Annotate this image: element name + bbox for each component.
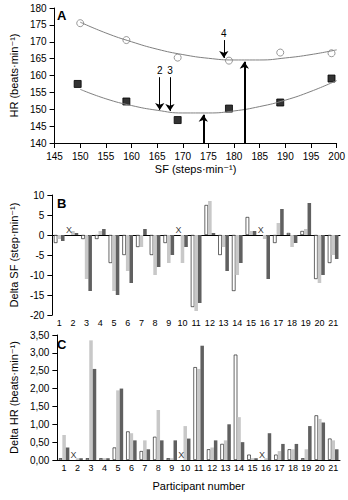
svg-text:17: 17 — [274, 463, 284, 473]
svg-text:16: 16 — [260, 318, 270, 328]
svg-text:A: A — [57, 8, 67, 23]
svg-text:170: 170 — [30, 36, 47, 47]
svg-text:9: 9 — [166, 318, 171, 328]
svg-text:4: 4 — [221, 28, 227, 39]
svg-text:4: 4 — [98, 318, 103, 328]
svg-text:Participant number: Participant number — [153, 480, 246, 492]
svg-text:185: 185 — [251, 151, 268, 162]
svg-text:180: 180 — [226, 151, 243, 162]
svg-text:-5: -5 — [35, 250, 44, 261]
svg-text:145: 145 — [46, 151, 63, 162]
svg-text:190: 190 — [277, 151, 294, 162]
svg-text:155: 155 — [30, 87, 47, 98]
svg-text:3: 3 — [89, 463, 94, 473]
svg-text:18: 18 — [288, 463, 298, 473]
svg-text:7: 7 — [142, 463, 147, 473]
svg-text:Delta HR (beats·min⁻¹): Delta HR (beats·min⁻¹) — [8, 341, 20, 454]
svg-text:0: 0 — [39, 230, 45, 241]
svg-text:12: 12 — [207, 463, 217, 473]
svg-text:140: 140 — [30, 138, 47, 149]
svg-text:SF (steps·min⁻¹): SF (steps·min⁻¹) — [155, 163, 237, 175]
svg-text:-20: -20 — [30, 310, 45, 321]
svg-text:15: 15 — [246, 318, 256, 328]
svg-text:16: 16 — [261, 463, 271, 473]
svg-text:2,00: 2,00 — [30, 383, 50, 394]
svg-text:-15: -15 — [30, 290, 45, 301]
svg-text:14: 14 — [232, 318, 242, 328]
svg-text:145: 145 — [30, 121, 47, 132]
svg-text:17: 17 — [273, 318, 283, 328]
svg-text:X: X — [71, 450, 77, 460]
svg-text:-10: -10 — [30, 270, 45, 281]
svg-text:X: X — [258, 225, 264, 235]
svg-text:1: 1 — [62, 463, 67, 473]
svg-text:7: 7 — [139, 318, 144, 328]
svg-text:11: 11 — [192, 318, 201, 328]
svg-text:21: 21 — [328, 463, 338, 473]
svg-text:11: 11 — [194, 463, 203, 473]
svg-text:18: 18 — [287, 318, 297, 328]
svg-text:3: 3 — [167, 65, 173, 76]
svg-text:150: 150 — [72, 151, 89, 162]
svg-text:HR (beats·min⁻¹): HR (beats·min⁻¹) — [8, 33, 20, 117]
svg-text:5: 5 — [111, 318, 116, 328]
svg-text:12: 12 — [205, 318, 215, 328]
svg-text:15: 15 — [248, 463, 258, 473]
svg-text:5: 5 — [115, 463, 120, 473]
svg-text:X: X — [259, 450, 265, 460]
svg-text:150: 150 — [30, 104, 47, 115]
svg-text:2: 2 — [157, 65, 163, 76]
svg-text:165: 165 — [149, 151, 166, 162]
svg-text:X: X — [175, 225, 181, 235]
svg-text:6: 6 — [125, 318, 130, 328]
svg-text:1,00: 1,00 — [30, 419, 50, 430]
svg-text:20: 20 — [315, 463, 325, 473]
svg-text:20: 20 — [314, 318, 324, 328]
svg-text:200: 200 — [328, 151, 345, 162]
svg-text:6: 6 — [129, 463, 134, 473]
svg-text:2: 2 — [75, 463, 80, 473]
svg-text:13: 13 — [219, 318, 229, 328]
svg-text:165: 165 — [30, 53, 47, 64]
svg-text:0,50: 0,50 — [30, 437, 50, 448]
svg-text:10: 10 — [180, 463, 190, 473]
svg-text:X: X — [66, 225, 72, 235]
svg-text:19: 19 — [301, 463, 311, 473]
svg-text:2,50: 2,50 — [30, 365, 50, 376]
svg-text:9: 9 — [169, 463, 174, 473]
svg-text:160: 160 — [30, 70, 47, 81]
svg-text:175: 175 — [200, 151, 217, 162]
svg-text:160: 160 — [123, 151, 140, 162]
svg-text:X: X — [178, 450, 184, 460]
svg-text:2: 2 — [70, 318, 75, 328]
svg-text:4: 4 — [102, 463, 107, 473]
svg-text:21: 21 — [328, 318, 338, 328]
svg-text:1,50: 1,50 — [30, 401, 50, 412]
svg-text:3,50: 3,50 — [30, 330, 50, 341]
svg-text:170: 170 — [174, 151, 191, 162]
svg-text:C: C — [57, 337, 67, 352]
svg-text:195: 195 — [303, 151, 320, 162]
svg-text:180: 180 — [30, 3, 47, 14]
svg-text:0,00: 0,00 — [30, 455, 50, 466]
svg-text:8: 8 — [153, 318, 158, 328]
svg-text:1: 1 — [57, 318, 62, 328]
svg-text:10: 10 — [33, 190, 45, 201]
svg-text:Delta SF (step·min⁻¹): Delta SF (step·min⁻¹) — [8, 203, 20, 308]
svg-text:14: 14 — [234, 463, 244, 473]
svg-text:19: 19 — [301, 318, 311, 328]
svg-text:13: 13 — [221, 463, 231, 473]
svg-text:155: 155 — [98, 151, 115, 162]
svg-text:5: 5 — [39, 210, 45, 221]
svg-text:175: 175 — [30, 19, 47, 30]
svg-text:10: 10 — [177, 318, 187, 328]
svg-text:3,00: 3,00 — [30, 347, 50, 358]
svg-text:B: B — [57, 196, 66, 211]
svg-text:8: 8 — [156, 463, 161, 473]
svg-text:3: 3 — [84, 318, 89, 328]
